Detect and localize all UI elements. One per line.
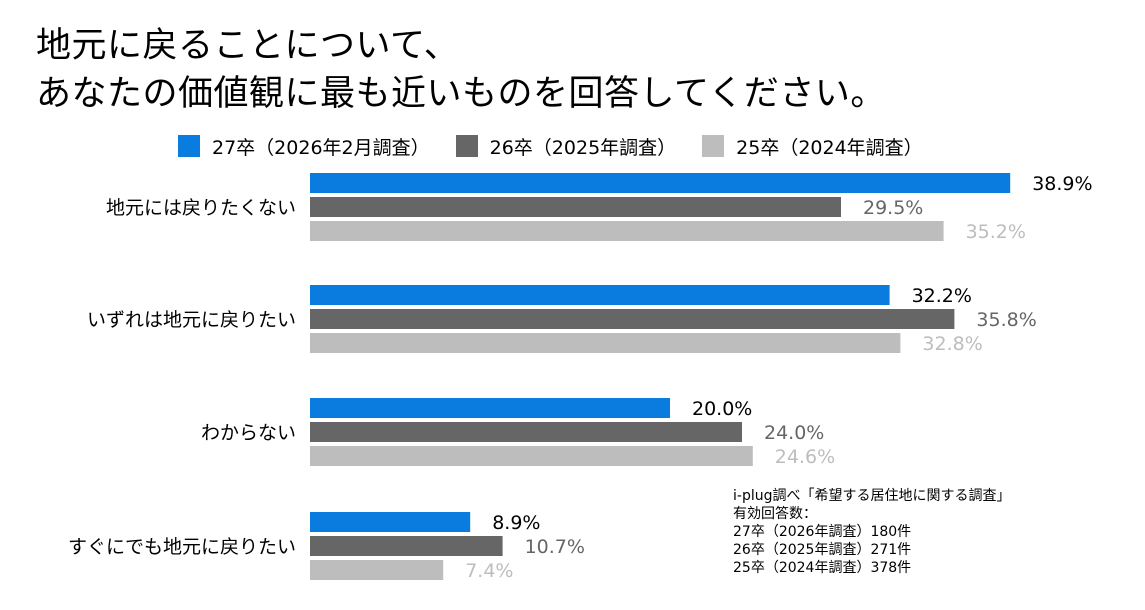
source-note: i-plug調べ「希望する居住地に関する調査」 有効回答数： 27卒（2026年…	[733, 487, 1010, 577]
category-label: いずれは地元に戻りたい	[87, 309, 296, 331]
data-label-series-1: 8.9%	[492, 512, 540, 534]
bar-series-2	[310, 422, 742, 442]
data-label-series-1: 32.2%	[912, 285, 972, 307]
data-label-series-1: 20.0%	[692, 398, 752, 420]
bar-series-1	[310, 398, 670, 418]
bar-series-3	[310, 446, 753, 466]
note-line-25: 25卒（2024年調査）378件	[733, 560, 912, 576]
bar-series-2	[310, 309, 955, 329]
bar-series-2	[310, 197, 841, 217]
legend-label-27: 27卒（2026年2月調査）	[212, 136, 430, 159]
category-label: すぐにでも地元に戻りたい	[68, 536, 296, 558]
bar-series-3	[310, 221, 944, 241]
legend-label-26: 26卒（2025年調査）	[489, 136, 677, 159]
legend-item-25: 25卒（2024年調査）	[702, 133, 923, 160]
bar-series-3	[310, 560, 444, 580]
legend-swatch-25	[702, 135, 725, 157]
data-label-series-3: 24.6%	[775, 446, 835, 468]
note-line-source: i-plug調べ「希望する居住地に関する調査」	[733, 488, 1011, 504]
data-label-series-2: 10.7%	[525, 536, 585, 558]
note-line-heading: 有効回答数：	[733, 506, 817, 522]
bar-series-3	[310, 333, 901, 353]
data-label-series-2: 29.5%	[863, 197, 923, 219]
data-label-series-1: 38.9%	[1032, 173, 1092, 195]
bar-series-1	[310, 285, 890, 305]
bar-series-1	[310, 512, 471, 532]
bar-series-1	[310, 173, 1011, 193]
note-line-26: 26卒（2025年調査）271件	[733, 542, 912, 558]
legend-swatch-26	[455, 135, 478, 157]
legend-swatch-27	[178, 135, 200, 157]
note-line-27: 27卒（2026年調査）180件	[733, 524, 912, 540]
data-label-series-3: 32.8%	[922, 333, 982, 355]
data-label-series-2: 24.0%	[764, 422, 824, 444]
legend-item-26: 26卒（2025年調査）	[455, 133, 677, 160]
data-label-series-3: 7.4%	[465, 560, 513, 582]
data-label-series-2: 35.8%	[976, 309, 1036, 331]
data-label-series-3: 35.2%	[966, 221, 1026, 243]
chart-title: 地元に戻ることについて、 あなたの価値観に最も近いものを回答してください。	[36, 22, 886, 118]
title-line-2: あなたの価値観に最も近いものを回答してください。	[36, 74, 886, 114]
category-label: わからない	[201, 422, 296, 444]
legend-item-27: 27卒（2026年2月調査）	[178, 133, 430, 160]
legend: 27卒（2026年2月調査） 26卒（2025年調査） 25卒（2024年調査）	[178, 133, 949, 159]
legend-label-25: 25卒（2024年調査）	[736, 136, 923, 159]
title-line-1: 地元に戻ることについて、	[36, 26, 460, 66]
category-label: 地元には戻りたくない	[106, 197, 296, 219]
bar-series-2	[310, 536, 503, 556]
